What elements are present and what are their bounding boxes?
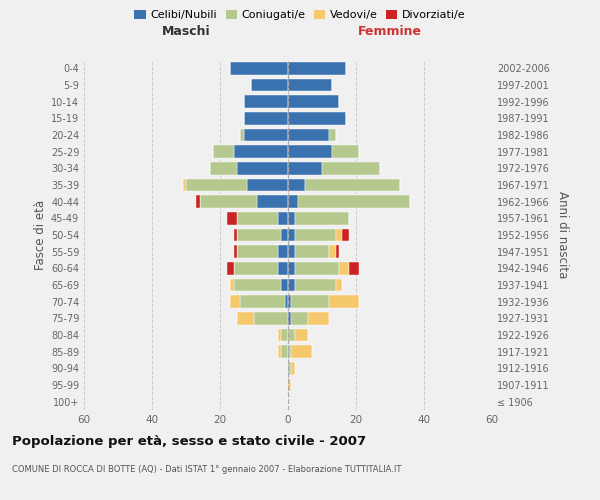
Bar (288, 362, 292, 374)
Bar (295, 246, 329, 258)
Bar (210, 162, 237, 174)
Bar (233, 279, 281, 291)
Bar (349, 262, 359, 274)
Bar (278, 262, 288, 274)
Text: COMUNE DI ROCCA DI BOTTE (AQ) - Dati ISTAT 1° gennaio 2007 - Elaborazione TUTTIT: COMUNE DI ROCCA DI BOTTE (AQ) - Dati IST… (12, 465, 401, 474)
Bar (254, 312, 288, 324)
Bar (298, 196, 410, 208)
Bar (241, 129, 244, 141)
Bar (288, 196, 298, 208)
Bar (278, 212, 288, 224)
Bar (251, 79, 288, 92)
Bar (227, 212, 237, 224)
Bar (335, 229, 343, 241)
Bar (247, 179, 288, 192)
Bar (288, 279, 295, 291)
Bar (288, 296, 292, 308)
Bar (288, 262, 295, 274)
Bar (288, 162, 322, 174)
Bar (281, 229, 288, 241)
Bar (196, 196, 200, 208)
Text: Femmine: Femmine (358, 24, 422, 38)
Bar (288, 329, 295, 341)
Bar (288, 146, 332, 158)
Bar (230, 296, 241, 308)
Bar (244, 129, 288, 141)
Bar (335, 279, 343, 291)
Bar (308, 312, 329, 324)
Bar (295, 329, 308, 341)
Bar (237, 162, 288, 174)
Bar (186, 179, 247, 192)
Bar (292, 312, 308, 324)
Bar (288, 79, 332, 92)
Bar (288, 179, 305, 192)
Bar (332, 146, 359, 158)
Bar (257, 196, 288, 208)
Bar (292, 362, 295, 374)
Bar (295, 212, 349, 224)
Bar (329, 296, 359, 308)
Bar (343, 229, 349, 241)
Bar (288, 96, 339, 108)
Y-axis label: Anni di nascita: Anni di nascita (556, 192, 569, 278)
Bar (241, 296, 284, 308)
Bar (200, 196, 257, 208)
Bar (237, 229, 281, 241)
Bar (288, 112, 346, 124)
Bar (244, 112, 288, 124)
Bar (288, 246, 295, 258)
Bar (237, 246, 278, 258)
Bar (278, 246, 288, 258)
Bar (237, 212, 278, 224)
Bar (227, 262, 233, 274)
Bar (288, 129, 329, 141)
Bar (182, 179, 186, 192)
Bar (292, 346, 312, 358)
Bar (233, 146, 288, 158)
Bar (278, 346, 281, 358)
Bar (237, 312, 254, 324)
Bar (292, 296, 329, 308)
Bar (288, 346, 292, 358)
Bar (281, 279, 288, 291)
Bar (295, 262, 339, 274)
Bar (288, 312, 292, 324)
Bar (288, 229, 295, 241)
Bar (284, 296, 288, 308)
Bar (244, 96, 288, 108)
Bar (233, 229, 237, 241)
Bar (213, 146, 233, 158)
Legend: Celibi/Nubili, Coniugati/e, Vedovi/e, Divorziati/e: Celibi/Nubili, Coniugati/e, Vedovi/e, Di… (130, 6, 470, 25)
Bar (281, 346, 288, 358)
Bar (329, 129, 335, 141)
Bar (295, 279, 335, 291)
Bar (233, 262, 278, 274)
Bar (288, 379, 292, 391)
Bar (339, 262, 349, 274)
Bar (278, 329, 281, 341)
Text: Popolazione per età, sesso e stato civile - 2007: Popolazione per età, sesso e stato civil… (12, 435, 366, 448)
Bar (288, 62, 346, 74)
Text: Maschi: Maschi (161, 24, 211, 38)
Y-axis label: Fasce di età: Fasce di età (34, 200, 47, 270)
Bar (329, 246, 335, 258)
Bar (230, 62, 288, 74)
Bar (335, 246, 339, 258)
Bar (230, 279, 233, 291)
Bar (233, 246, 237, 258)
Bar (305, 179, 400, 192)
Bar (281, 329, 288, 341)
Bar (288, 212, 295, 224)
Bar (322, 162, 380, 174)
Bar (295, 229, 335, 241)
